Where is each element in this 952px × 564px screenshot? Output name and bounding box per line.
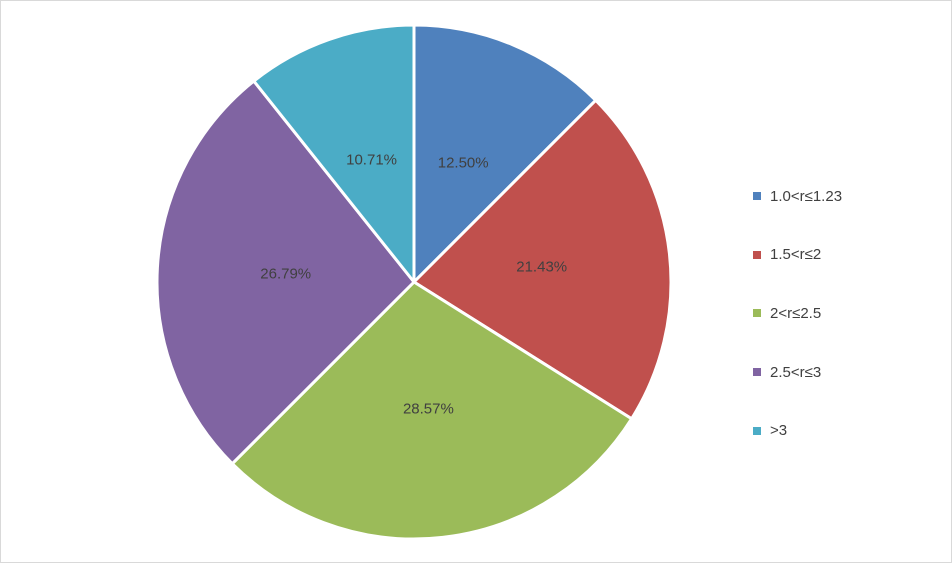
legend-swatch	[753, 250, 761, 259]
legend-label: >3	[770, 422, 788, 440]
slice-data-label: 26.79%	[260, 266, 311, 283]
pie-slice	[230, 280, 634, 541]
legend-item: 2.5<r≤3	[753, 362, 842, 382]
pie-slice	[412, 23, 598, 284]
legend: 1.0<r≤1.23 1.5<r≤2 2<r≤2.5 2.5<r≤3 >3	[753, 186, 842, 479]
pie-slice	[155, 79, 416, 466]
slice-data-label: 28.57%	[403, 401, 454, 418]
legend-item: 1.5<r≤2	[753, 245, 842, 265]
legend-label: 2.5<r≤3	[770, 363, 822, 381]
legend-swatch	[753, 426, 761, 435]
legend-swatch	[753, 368, 761, 377]
slice-data-label: 10.71%	[346, 152, 397, 169]
legend-item: 1.0<r≤1.23	[753, 186, 842, 206]
legend-label: 1.0<r≤1.23	[770, 187, 843, 205]
pie-slice	[252, 23, 416, 284]
legend-swatch	[753, 309, 761, 318]
legend-label: 1.5<r≤2	[770, 246, 822, 264]
legend-item: 2<r≤2.5	[753, 303, 842, 323]
legend-label: 2<r≤2.5	[770, 304, 822, 322]
pie-slice	[412, 98, 673, 421]
legend-swatch	[753, 192, 761, 200]
legend-item: >3	[753, 421, 842, 441]
slice-data-label: 21.43%	[516, 259, 567, 276]
slice-data-label: 12.50%	[438, 154, 489, 171]
